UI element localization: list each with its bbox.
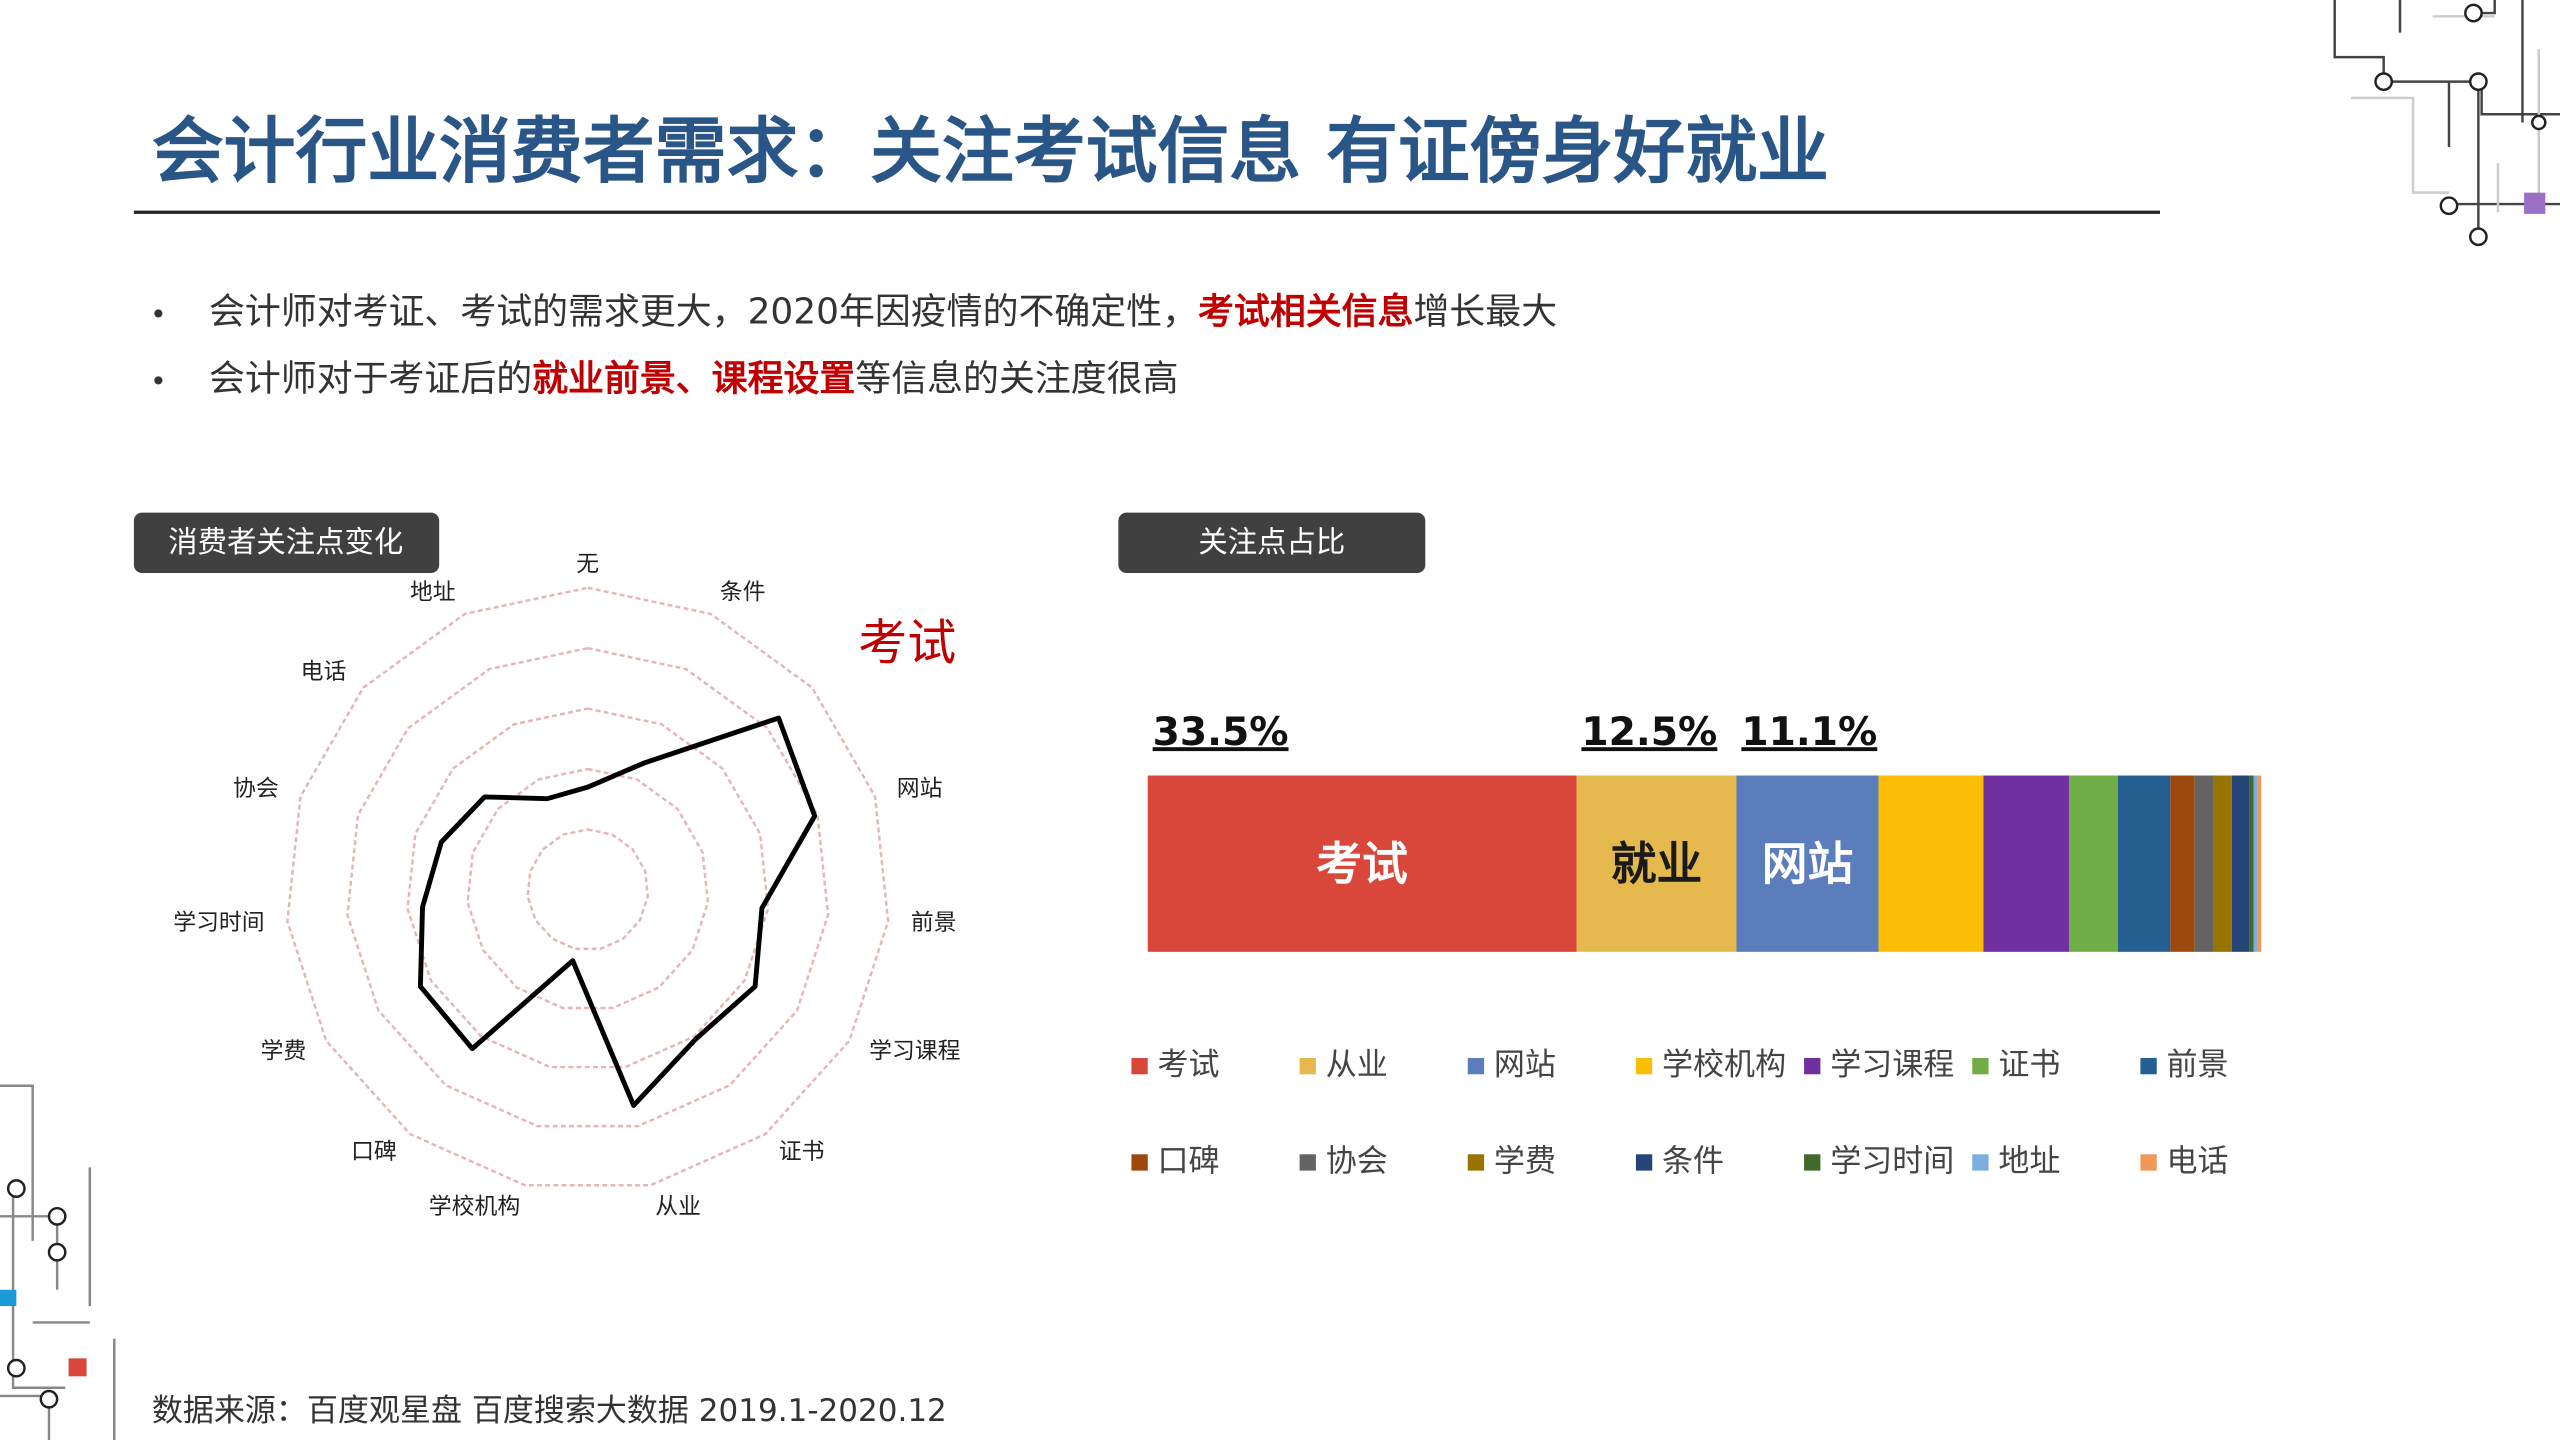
value-label: 11.1% — [1741, 710, 1877, 755]
bullet-run: 增长最大 — [1413, 291, 1557, 332]
axis-label: 地址 — [410, 579, 456, 605]
bullet-text: 会计师对考证、考试的需求更大，2020年因疫情的不确定性，考试相关信息增长最大 — [209, 291, 1557, 332]
bar-segment — [2249, 775, 2254, 952]
legend-label: 从业 — [1326, 1047, 1388, 1083]
axis-label: 从业 — [655, 1194, 701, 1220]
bar-segment — [2069, 775, 2118, 952]
axis-label: 口碑 — [351, 1139, 397, 1165]
legend-swatch — [1804, 1057, 1821, 1075]
axis-label: 协会 — [233, 776, 279, 802]
bar-segment — [1736, 775, 1879, 952]
axis-label: 学习时间 — [173, 910, 264, 936]
bar-segment — [2117, 775, 2171, 952]
legend-swatch — [2140, 1154, 2157, 1171]
legend-label: 地址 — [1998, 1143, 2060, 1179]
bullet-run: 考试相关信息 — [1198, 291, 1413, 332]
axis-label: 学习课程 — [869, 1039, 960, 1065]
legend-label: 电话 — [2167, 1143, 2229, 1179]
grid-ring — [346, 646, 830, 1128]
legend-swatch — [1131, 1057, 1148, 1075]
value-label: 33.5% — [1153, 710, 1289, 755]
chart-header: 关注点占比 — [1118, 512, 1426, 574]
bar-segment — [2213, 775, 2232, 952]
bar-segment — [2253, 775, 2258, 952]
axis-label: 条件 — [720, 579, 766, 605]
bar-segment — [1983, 775, 2070, 952]
bullet-dot — [154, 376, 163, 385]
legend-swatch — [1972, 1154, 1989, 1171]
source-note: 数据来源：百度观星盘 百度搜索大数据 2019.1-2020.12 — [152, 1393, 947, 1429]
legend-label: 条件 — [1662, 1143, 1724, 1179]
legend-label: 证书 — [1998, 1047, 2060, 1083]
axis-label: 前景 — [911, 910, 957, 936]
axis-label: 学费 — [261, 1039, 307, 1065]
bullet-run: 会计师对于考证后的 — [209, 358, 532, 399]
legend-label: 考试 — [1158, 1047, 1220, 1083]
bar-segment — [2194, 775, 2214, 952]
bar-segment — [2257, 775, 2262, 952]
value-label: 12.5% — [1581, 710, 1717, 755]
bullet-dot — [154, 309, 163, 318]
bullet-text: 会计师对于考证后的就业前景、课程设置等信息的关注度很高 — [209, 358, 1179, 399]
legend-swatch — [1131, 1154, 1148, 1171]
legend-swatch — [1467, 1057, 1485, 1075]
legend-swatch — [2140, 1057, 2157, 1075]
axis-label: 考试 — [858, 615, 956, 672]
bar-segment — [1878, 775, 1984, 952]
legend-label: 协会 — [1326, 1143, 1388, 1179]
grid-ring — [286, 586, 890, 1187]
grid-ring — [406, 707, 770, 1069]
legend-label: 学费 — [1494, 1143, 1556, 1179]
charts: 无条件考试网站前景学习课程证书从业学校机构口碑学费学习时间协会电话地址33.5%… — [173, 551, 2262, 1220]
bullet-run: 会计师对考证、考试的需求更大，2020年因疫情的不确定性， — [209, 291, 1198, 332]
grid-ring — [466, 767, 710, 1010]
chart-header: 消费者关注点变化 — [133, 512, 440, 574]
legend-label: 学习课程 — [1830, 1047, 1954, 1083]
bar-segment — [2231, 775, 2250, 952]
legend-label: 学习时间 — [1830, 1143, 1954, 1179]
chart-title: 关注点占比 — [1198, 525, 1345, 559]
bar-segment — [1147, 775, 1577, 952]
legend-swatch — [1635, 1057, 1653, 1075]
legend-swatch — [1299, 1057, 1316, 1075]
legend-label: 学校机构 — [1662, 1047, 1786, 1083]
legend-swatch — [1299, 1154, 1316, 1171]
radar-line — [417, 715, 818, 1108]
bar-label: 考试 — [1316, 837, 1407, 890]
axis-label: 无 — [576, 551, 599, 577]
axis-label: 电话 — [301, 659, 347, 685]
legend-swatch — [1635, 1154, 1653, 1171]
bullet-run: 等信息的关注度很高 — [855, 358, 1178, 399]
bar-label: 网站 — [1762, 837, 1853, 890]
bar-segment — [1576, 775, 1737, 952]
chart-title: 消费者关注点变化 — [168, 525, 403, 559]
legend-swatch — [1972, 1057, 1989, 1075]
bar-label: 就业 — [1611, 837, 1702, 890]
legend-swatch — [1804, 1154, 1821, 1171]
legend-label: 网站 — [1494, 1047, 1556, 1083]
legend-label: 口碑 — [1158, 1143, 1220, 1179]
legend-label: 前景 — [2167, 1047, 2229, 1083]
grid-ring — [526, 828, 650, 951]
axis-label: 网站 — [897, 776, 943, 802]
axis-label: 学校机构 — [429, 1194, 520, 1220]
bullets: 会计师对考证、考试的需求更大，2020年因疫情的不确定性，考试相关信息增长最大会… — [154, 291, 1557, 399]
axis-label: 证书 — [779, 1139, 825, 1165]
slide-title: 会计行业消费者需求：关注考试信息 有证傍身好就业 — [152, 109, 1829, 193]
legend-swatch — [1467, 1154, 1485, 1171]
bar-segment — [2170, 775, 2195, 952]
bullet-run: 就业前景、课程设置 — [532, 358, 855, 399]
